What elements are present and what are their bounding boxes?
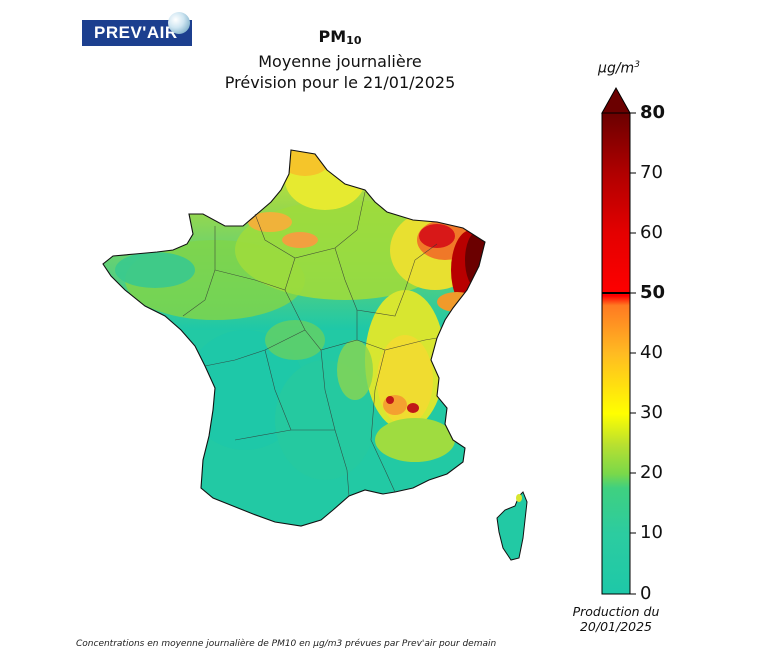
tick-label-70: 70 <box>640 162 663 183</box>
corsica-island <box>496 491 528 561</box>
corsica-yellow-patch <box>516 494 522 502</box>
tick-label-10: 10 <box>640 522 663 543</box>
scale-gradient <box>601 112 631 595</box>
concentration-field <box>103 150 485 526</box>
france-pm10-map <box>102 149 528 561</box>
pollutant-title: PM10 <box>190 26 490 51</box>
tick-label-80: 80 <box>640 102 666 123</box>
map-title: PM10 Moyenne journalière Prévision pour … <box>190 26 490 93</box>
pollutant-subscript: 10 <box>346 34 362 47</box>
tick-label-50: 50 <box>640 282 666 303</box>
logo-globe-icon <box>168 12 190 34</box>
unit-main: µg/m <box>598 60 635 77</box>
title-line-2: Moyenne journalière <box>258 52 422 71</box>
production-date: Production du 20/01/2025 <box>562 604 670 634</box>
pollutant-name: PM <box>318 27 347 46</box>
color-scale-bar <box>601 86 636 595</box>
tick-label-30: 30 <box>640 402 663 423</box>
unit-superscript: 3 <box>634 60 640 70</box>
france-outline <box>102 149 486 527</box>
prevair-logo: PREV'AIR <box>82 12 192 46</box>
tick-label-40: 40 <box>640 342 663 363</box>
region-borders <box>182 191 438 497</box>
title-line-3: Prévision pour le 21/01/2025 <box>224 73 456 92</box>
tick-label-60: 60 <box>640 222 663 243</box>
logo-text: PREV'AIR <box>94 23 178 42</box>
scale-arrow-cap <box>601 86 631 114</box>
production-line-2: 20/01/2025 <box>579 619 653 634</box>
footnote: Concentrations en moyenne journalière de… <box>76 639 497 649</box>
unit-label: µg/m3 <box>592 60 646 77</box>
tick-label-20: 20 <box>640 462 663 483</box>
production-line-1: Production du <box>572 604 660 619</box>
scale-ticks <box>630 112 636 595</box>
tick-label-0: 0 <box>640 583 652 604</box>
